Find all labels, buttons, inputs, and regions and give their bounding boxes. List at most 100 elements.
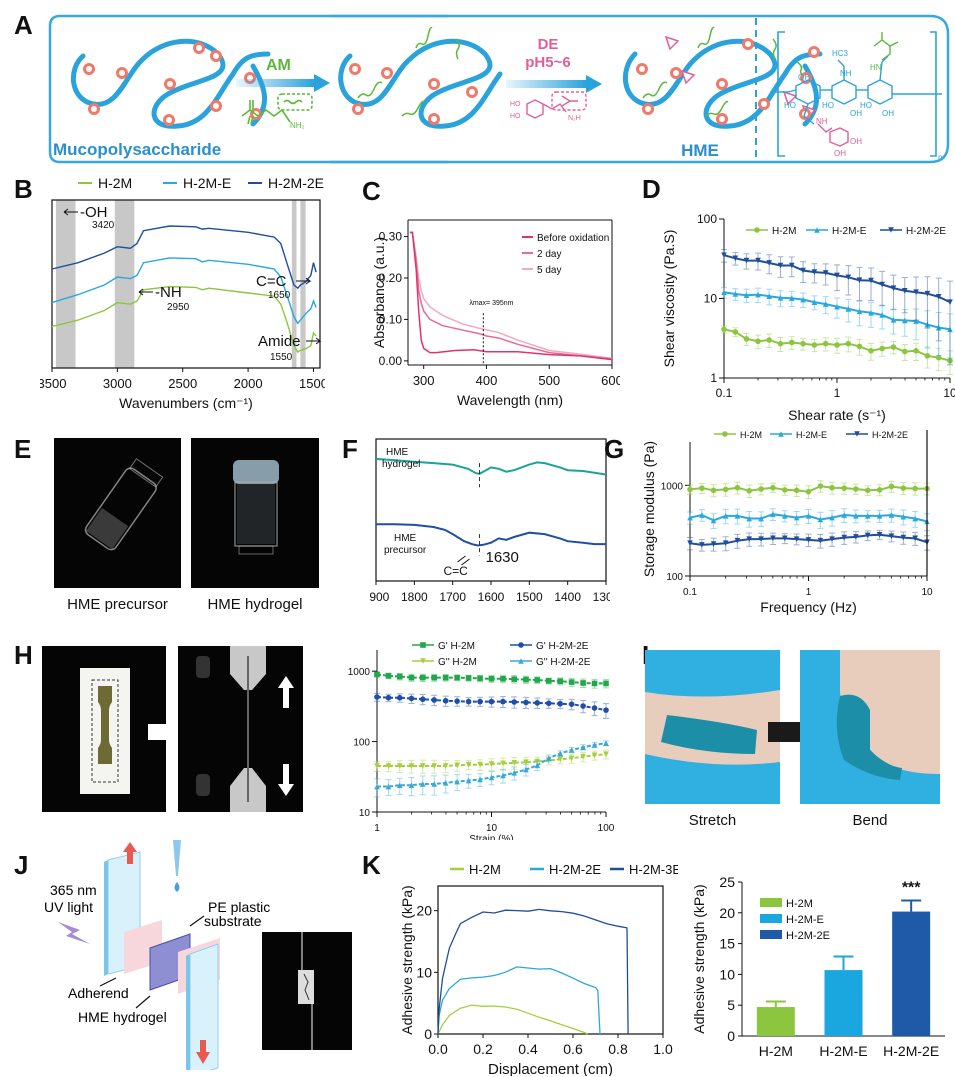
y-tick-label: 10	[719, 966, 735, 982]
dumbbell-sample-photo	[42, 646, 166, 812]
de-reagent-label: DE	[538, 36, 559, 53]
x-tick-label: 500	[538, 373, 560, 388]
data-point	[419, 763, 426, 769]
legend-label: H-2M-2E	[872, 430, 908, 440]
significance-marker: ***	[902, 879, 921, 896]
band-annotation: Amide	[258, 333, 301, 350]
y-tick-label: 0	[727, 1028, 735, 1044]
structure-hc3: HC3	[832, 49, 849, 58]
data-point	[766, 337, 772, 343]
data-point	[523, 676, 529, 683]
am-reagent-label: AM	[266, 57, 291, 74]
legend-label: G'' H-2M-2E	[536, 657, 591, 668]
series-line	[376, 523, 606, 547]
caption-hme-hydrogel: HME hydrogel	[207, 596, 303, 613]
x-tick-label: 0.1	[683, 587, 697, 598]
x-tick-label: 300	[413, 373, 435, 388]
x-tick-label: 2500	[168, 376, 197, 391]
legend-swatch	[760, 898, 782, 907]
data-point	[845, 274, 852, 281]
pipette-icon	[173, 840, 181, 876]
data-point	[534, 758, 541, 765]
caption-hme-precursor: HME precursor	[67, 596, 168, 613]
series-label-hydrogel-2: hydrogel	[382, 459, 420, 470]
data-point	[864, 513, 871, 519]
x-tick-label: 1	[806, 587, 812, 598]
structure-ho-2: HO	[822, 101, 834, 110]
data-point	[442, 763, 449, 769]
legend-label: H-2M-E	[796, 430, 827, 440]
data-point	[864, 487, 871, 494]
data-point	[841, 534, 847, 541]
x-category-label: H-2M-E	[819, 1043, 867, 1059]
data-point	[853, 513, 859, 519]
data-point	[935, 294, 942, 300]
structure-oh-3: OH	[882, 109, 894, 118]
data-point	[699, 485, 705, 491]
adherend-label: Adherend	[68, 985, 129, 1001]
data-point	[947, 326, 953, 333]
data-point	[800, 340, 806, 347]
lap-shear-sample-photo	[262, 932, 352, 1050]
data-point	[545, 700, 552, 707]
uv-light-label: UV light	[44, 899, 93, 915]
data-point	[788, 262, 795, 269]
data-point	[913, 289, 919, 296]
error-bar	[924, 276, 931, 329]
data-point	[888, 533, 895, 539]
series-line	[437, 966, 601, 1035]
data-point	[732, 291, 739, 297]
legend-label: Before oxidation	[537, 233, 609, 244]
band-wavenumber: 1650	[268, 290, 291, 301]
data-point	[603, 680, 609, 687]
data-point	[431, 697, 438, 703]
data-point	[868, 347, 874, 354]
data-point	[488, 675, 495, 682]
legend-marker	[814, 227, 820, 233]
data-point	[511, 676, 518, 682]
x-tick-label: 600	[601, 373, 620, 388]
am-arrow-head	[314, 74, 330, 92]
legend-label: H-2M-2E	[268, 175, 324, 191]
structure-ho-1: HO	[784, 101, 796, 110]
legend-label: 2 day	[537, 249, 561, 260]
data-point	[743, 257, 750, 264]
data-point	[699, 512, 705, 518]
y-tick-label: 0.30	[379, 230, 403, 244]
series-line-h-2m-e	[51, 257, 317, 325]
bar-h-2m	[756, 1007, 795, 1036]
data-point	[534, 677, 541, 683]
data-point	[746, 487, 753, 494]
structure-ho-3: HO	[860, 101, 872, 110]
structure-oh-2: OH	[850, 109, 862, 118]
cc-arrow-icon	[457, 555, 470, 566]
data-point	[580, 753, 586, 760]
data-point	[591, 742, 598, 748]
data-point	[805, 513, 812, 519]
x-tick-label: 1.0	[653, 1041, 673, 1057]
data-point	[511, 759, 518, 766]
legend-marker	[854, 431, 860, 437]
bar-h-2m-2e	[892, 911, 931, 1036]
legend-label: G' H-2M-2E	[536, 641, 589, 652]
hme-hydrogel-photo	[191, 438, 319, 588]
mucopolysaccharide-label: Mucopolysaccharide	[53, 140, 221, 159]
am-arrow-shaft	[236, 79, 314, 87]
ftir-chart-b: H-2M H-2M-E H-2M-2E 3500 3000 2500 2000 1500 Wav…	[40, 175, 325, 411]
y-tick-label: 5	[727, 997, 735, 1013]
x-tick-label: 10	[943, 386, 955, 400]
bar-h-2m-e	[824, 970, 863, 1036]
series-line	[409, 231, 613, 360]
x-tick-label: 2000	[234, 376, 263, 391]
data-point	[788, 295, 795, 301]
hme-reactive-sites	[636, 38, 820, 125]
legend-label: H-2M-2E	[786, 930, 830, 942]
band-wavenumber: 2950	[167, 302, 190, 313]
data-point	[864, 532, 871, 539]
data-point	[419, 781, 426, 787]
x-tick-label: 1300	[593, 590, 610, 604]
data-point	[396, 782, 403, 789]
error-bar	[845, 265, 852, 296]
panel-label-h: H	[14, 640, 33, 670]
data-point	[721, 252, 727, 259]
